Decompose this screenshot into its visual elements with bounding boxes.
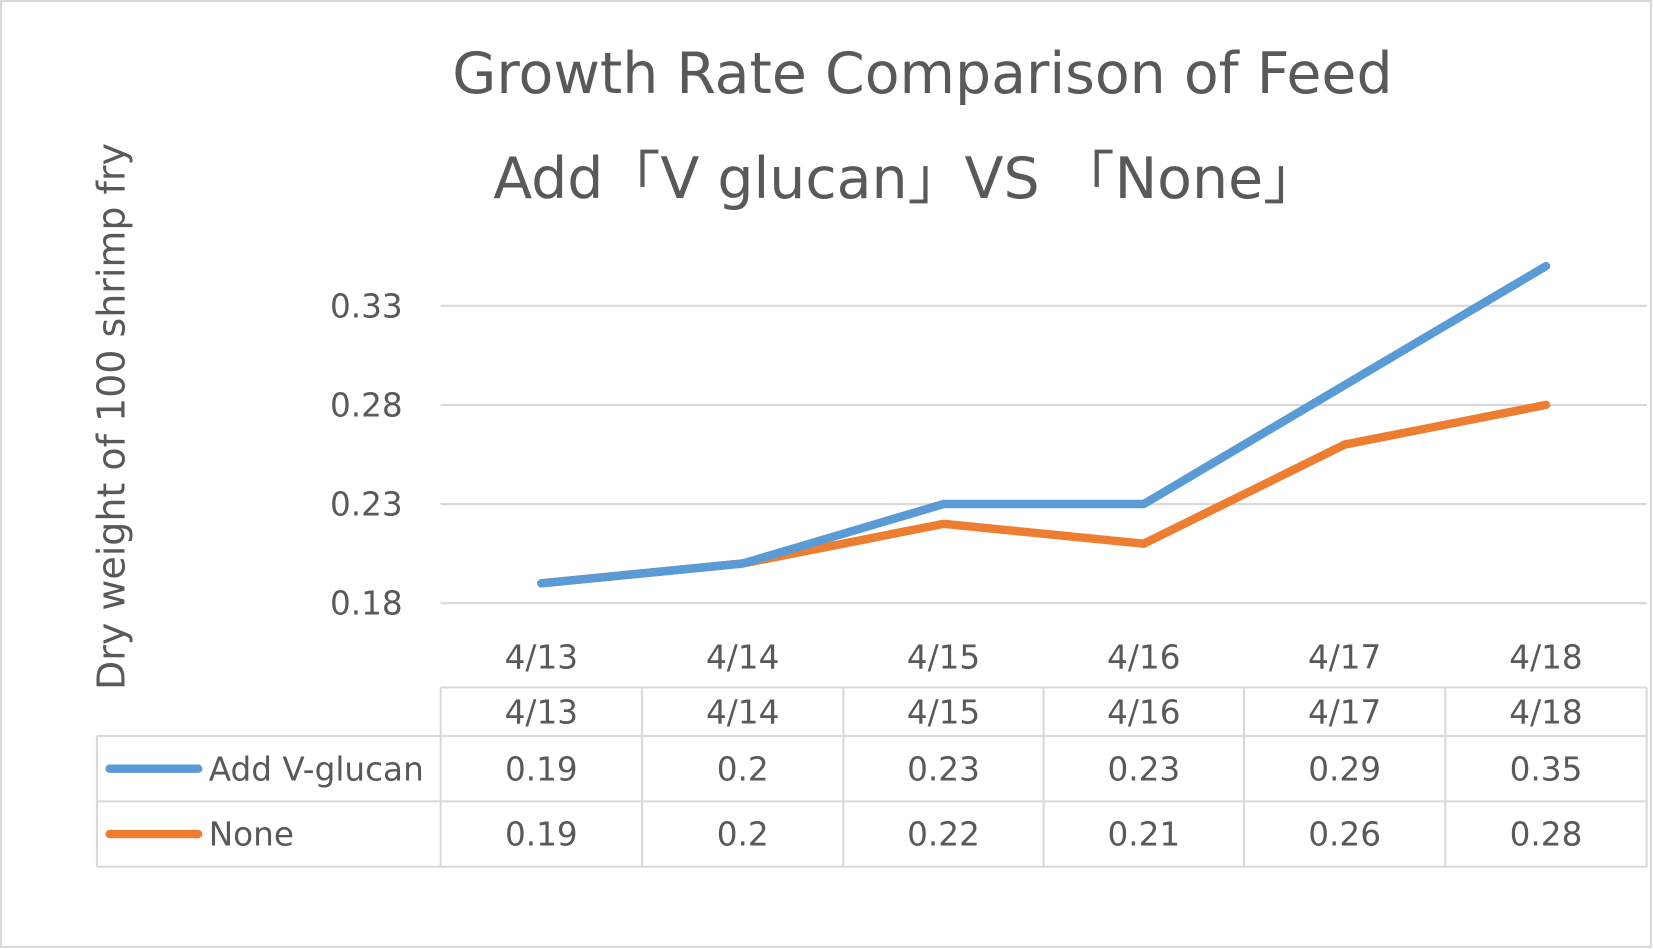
table-value-cell: 0.26 xyxy=(1308,816,1381,854)
table-value-cell: 0.23 xyxy=(907,750,980,788)
table-header-cell: 4/18 xyxy=(1509,693,1582,731)
y-tick-label: 0.23 xyxy=(330,486,403,524)
table-value-cell: 0.2 xyxy=(717,750,769,788)
y-tick-label: 0.18 xyxy=(330,585,403,623)
x-tick-label: 4/15 xyxy=(907,639,980,677)
table-header-cell: 4/15 xyxy=(907,693,980,731)
table-value-cell: 0.23 xyxy=(1107,750,1180,788)
table-header-cell: 4/16 xyxy=(1107,693,1180,731)
table-value-cell: 0.35 xyxy=(1510,750,1583,788)
chart-title-line2: Add「V glucan」VS 「None」 xyxy=(493,146,1320,212)
x-tick-label: 4/14 xyxy=(706,639,779,677)
table-value-cell: 0.22 xyxy=(907,816,980,854)
table-value-cell: 0.2 xyxy=(717,816,769,854)
legend-label: None xyxy=(209,816,294,854)
y-tick-label: 0.28 xyxy=(330,387,403,425)
x-tick-label: 4/18 xyxy=(1509,639,1582,677)
table-header-cell: 4/14 xyxy=(706,693,779,731)
table-header-cell: 4/17 xyxy=(1308,693,1381,731)
y-axis-label: Dry weight of 100 shrimp fry xyxy=(89,143,133,690)
y-tick-label: 0.33 xyxy=(330,287,403,325)
table-value-cell: 0.29 xyxy=(1308,750,1381,788)
table-header-cell: 4/13 xyxy=(505,693,578,731)
x-tick-label: 4/13 xyxy=(505,639,578,677)
table-value-cell: 0.21 xyxy=(1107,816,1180,854)
x-tick-label: 4/16 xyxy=(1107,639,1180,677)
x-tick-label: 4/17 xyxy=(1308,639,1381,677)
table-value-cell: 0.19 xyxy=(505,750,578,788)
table-value-cell: 0.19 xyxy=(505,816,578,854)
chart-title-line1: Growth Rate Comparison of Feed xyxy=(452,41,1392,107)
legend-label: Add V-glucan xyxy=(209,750,424,788)
table-value-cell: 0.28 xyxy=(1510,816,1583,854)
series-line xyxy=(537,261,1551,588)
